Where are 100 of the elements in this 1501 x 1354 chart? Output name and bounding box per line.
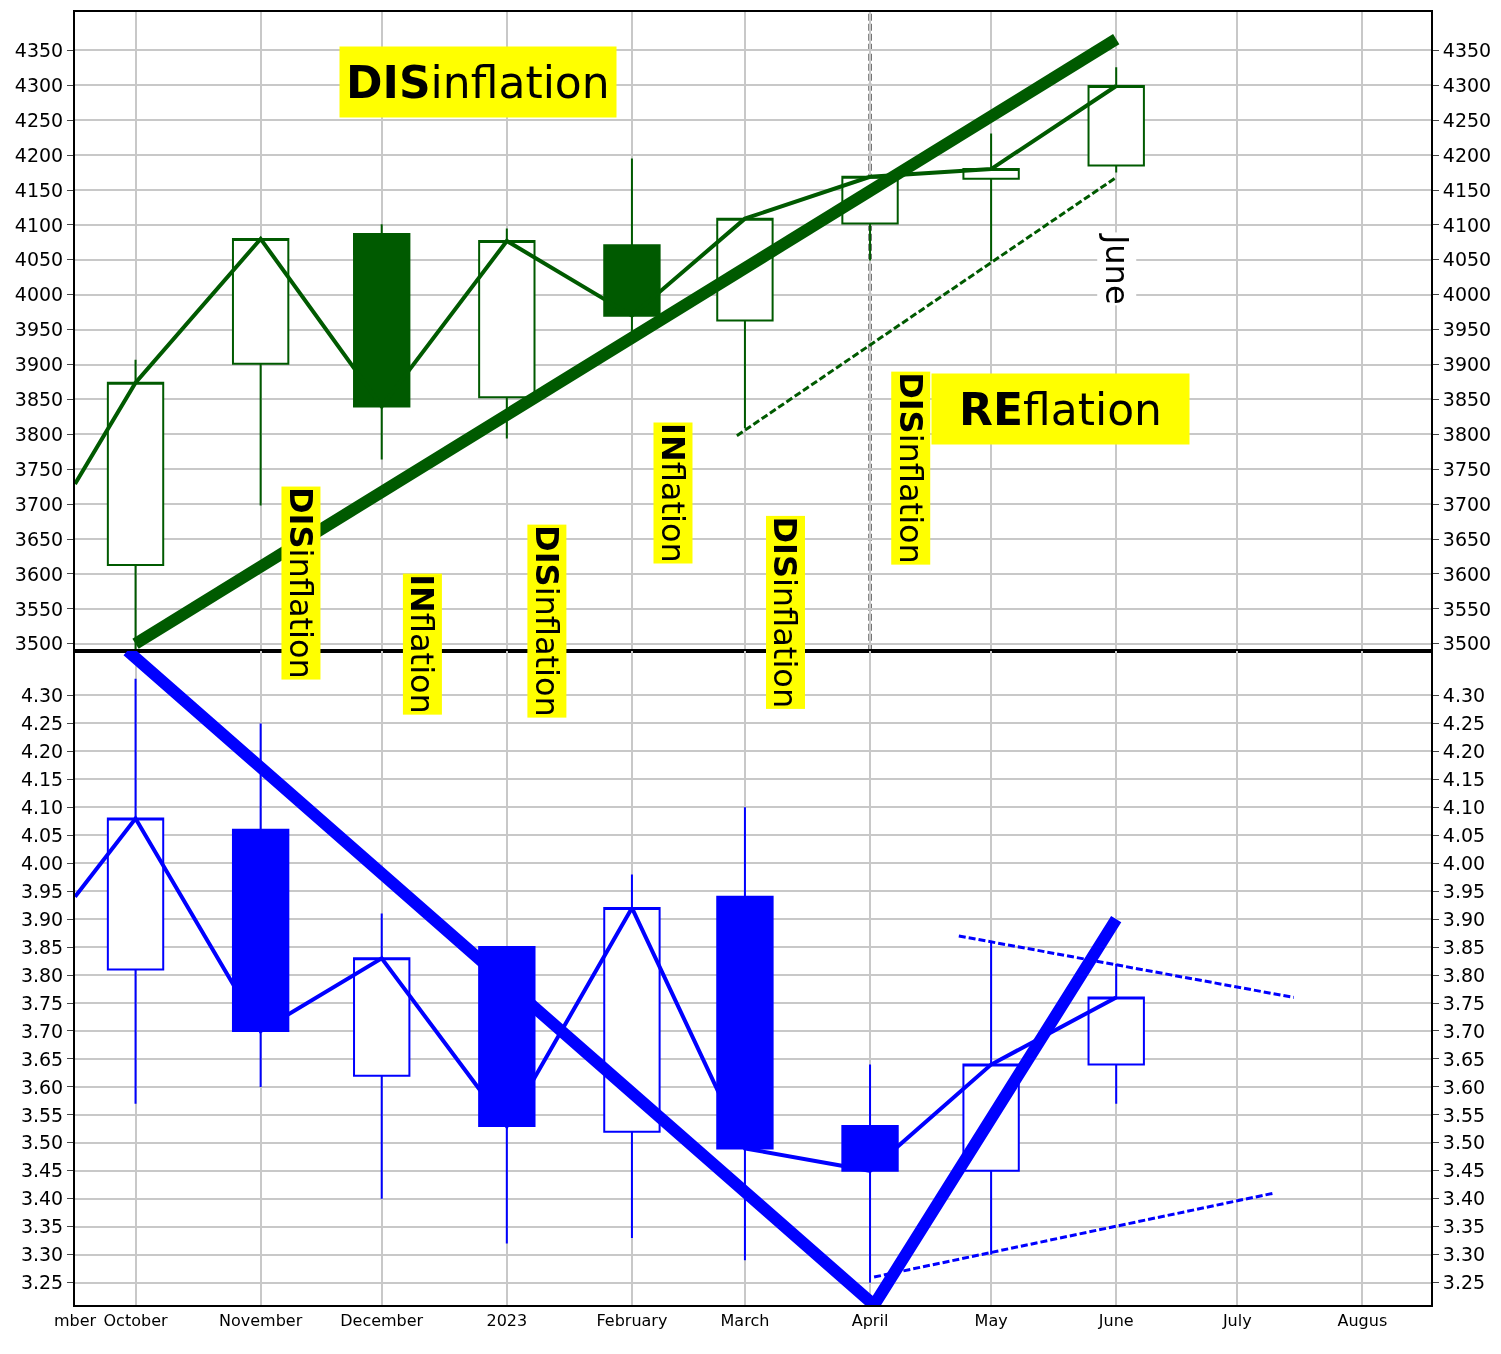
y2-tick-label: 4.10 [1442, 795, 1486, 818]
y2-tick-label: 3700 [1442, 492, 1492, 515]
y-tick-label: 3650 [14, 527, 64, 550]
annotation: DISinflation [891, 372, 930, 564]
y2-tick-label: 3550 [1442, 597, 1492, 620]
y-tick-label: 3850 [14, 388, 64, 411]
x-tick-label: February [596, 1311, 668, 1331]
y-tick-label: 3.35 [20, 1215, 64, 1238]
y2-tick-label: 3.30 [1442, 1243, 1486, 1266]
y-tick-label: 3800 [14, 422, 64, 445]
annotation: INflation [653, 423, 692, 563]
y-tick-label: 4.25 [20, 712, 64, 735]
y-tick-label: 3600 [14, 562, 64, 585]
y2-tick-label: 4350 [1442, 39, 1492, 62]
y-tick-label: 4350 [14, 39, 64, 62]
y-tick-label: 3.70 [20, 1019, 64, 1042]
y2-tick-label: 4250 [1442, 108, 1492, 131]
y2-tick-label: 4100 [1442, 213, 1492, 236]
x-tick-label: March [720, 1311, 770, 1331]
annotation: REflation [959, 383, 1162, 435]
y-tick-label: 3.90 [20, 907, 64, 930]
y-tick-label: 3.45 [20, 1159, 64, 1182]
x-tick-label: November [219, 1311, 303, 1331]
y-tick-label: 4050 [14, 248, 64, 271]
y-tick-label: 3.85 [20, 935, 64, 958]
y2-tick-label: 4200 [1442, 143, 1492, 166]
y-tick-label: 3.65 [20, 1047, 64, 1070]
y2-tick-label: 4.05 [1442, 823, 1486, 846]
annotation: DISinflation [281, 487, 320, 679]
x-tick-label: October [103, 1311, 168, 1331]
y-tick-label: 3.40 [20, 1187, 64, 1210]
y-tick-label: 3.25 [20, 1271, 64, 1294]
y-tick-label: 4200 [14, 143, 64, 166]
y-tick-label: 4.00 [20, 851, 64, 874]
y-tick-label: 3.60 [20, 1075, 64, 1098]
x-tick-label: December [340, 1311, 424, 1331]
x-tick-label: June [1097, 1311, 1134, 1331]
y2-tick-label: 4.20 [1442, 740, 1486, 763]
y-tick-label: 3.80 [20, 963, 64, 986]
y2-tick-label: 3.45 [1442, 1159, 1486, 1182]
y2-tick-label: 3800 [1442, 422, 1492, 445]
y-tick-label: 3.50 [20, 1131, 64, 1154]
y-tick-label: 3900 [14, 353, 64, 376]
y-tick-label: 4.30 [20, 684, 64, 707]
y2-tick-label: 3750 [1442, 457, 1492, 480]
y2-tick-label: 4050 [1442, 248, 1492, 271]
annotation: DISinflation [346, 56, 610, 108]
y-tick-label: 3.55 [20, 1103, 64, 1126]
y2-tick-label: 3.85 [1442, 935, 1486, 958]
annotation: DISinflation [766, 516, 805, 709]
y2-tick-label: 3650 [1442, 527, 1492, 550]
y-tick-label: 4.10 [20, 795, 64, 818]
y2-tick-label: 3.55 [1442, 1103, 1486, 1126]
y-tick-label: 3.75 [20, 991, 64, 1014]
y2-tick-label: 3.80 [1442, 963, 1486, 986]
y2-tick-label: 3.50 [1442, 1131, 1486, 1154]
y2-tick-label: 3.25 [1442, 1271, 1486, 1294]
y2-tick-label: 3.40 [1442, 1187, 1486, 1210]
x-tick-label: May [974, 1311, 1008, 1331]
y2-tick-label: 3.95 [1442, 879, 1486, 902]
y-tick-label: 4100 [14, 213, 64, 236]
y2-tick-label: 4150 [1442, 178, 1492, 201]
y2-tick-label: 3950 [1442, 318, 1492, 341]
y-tick-label: 4000 [14, 283, 64, 306]
y-tick-label: 4.20 [20, 740, 64, 763]
y2-tick-label: 4.15 [1442, 768, 1486, 790]
y2-tick-label: 4000 [1442, 283, 1492, 306]
y-tick-label: 4300 [14, 73, 64, 96]
y2-tick-label: 4.00 [1442, 851, 1486, 874]
y2-tick-label: 3600 [1442, 562, 1492, 585]
y-tick-label: 4.15 [20, 768, 64, 790]
y-tick-label: 3550 [14, 597, 64, 620]
y2-tick-label: 4300 [1442, 73, 1492, 96]
annotation: DISinflation [527, 525, 566, 717]
y-tick-label: 3700 [14, 492, 64, 515]
annotation: INflation [403, 574, 442, 714]
y-tick-label: 3500 [14, 632, 64, 655]
y-tick-label: 3.30 [20, 1243, 64, 1266]
y2-tick-label: 3900 [1442, 353, 1492, 376]
y-tick-label: 4150 [14, 178, 64, 201]
y2-tick-label: 3.90 [1442, 907, 1486, 930]
y-tick-label: 4250 [14, 108, 64, 131]
y2-tick-label: 3.65 [1442, 1047, 1486, 1070]
x-tick-label: July [1221, 1311, 1252, 1331]
y2-tick-label: 4.30 [1442, 684, 1486, 707]
y2-tick-label: 3.60 [1442, 1075, 1486, 1098]
y-tick-label: 4.05 [20, 823, 64, 846]
y2-tick-label: 4.25 [1442, 712, 1486, 735]
x-tick-label: Augus [1337, 1311, 1388, 1331]
x-tick-label: 2023 [486, 1311, 528, 1331]
annotation: June [1097, 232, 1136, 305]
y2-tick-label: 3.70 [1442, 1019, 1486, 1042]
y-tick-label: 3950 [14, 318, 64, 341]
y2-tick-label: 3.75 [1442, 991, 1486, 1014]
y2-tick-label: 3500 [1442, 632, 1492, 655]
y2-tick-label: 3850 [1442, 388, 1492, 411]
y-tick-label: 3.95 [20, 879, 64, 902]
y-tick-label: 3750 [14, 457, 64, 480]
x-tick-label: April [851, 1311, 889, 1331]
y2-tick-label: 3.35 [1442, 1215, 1486, 1238]
